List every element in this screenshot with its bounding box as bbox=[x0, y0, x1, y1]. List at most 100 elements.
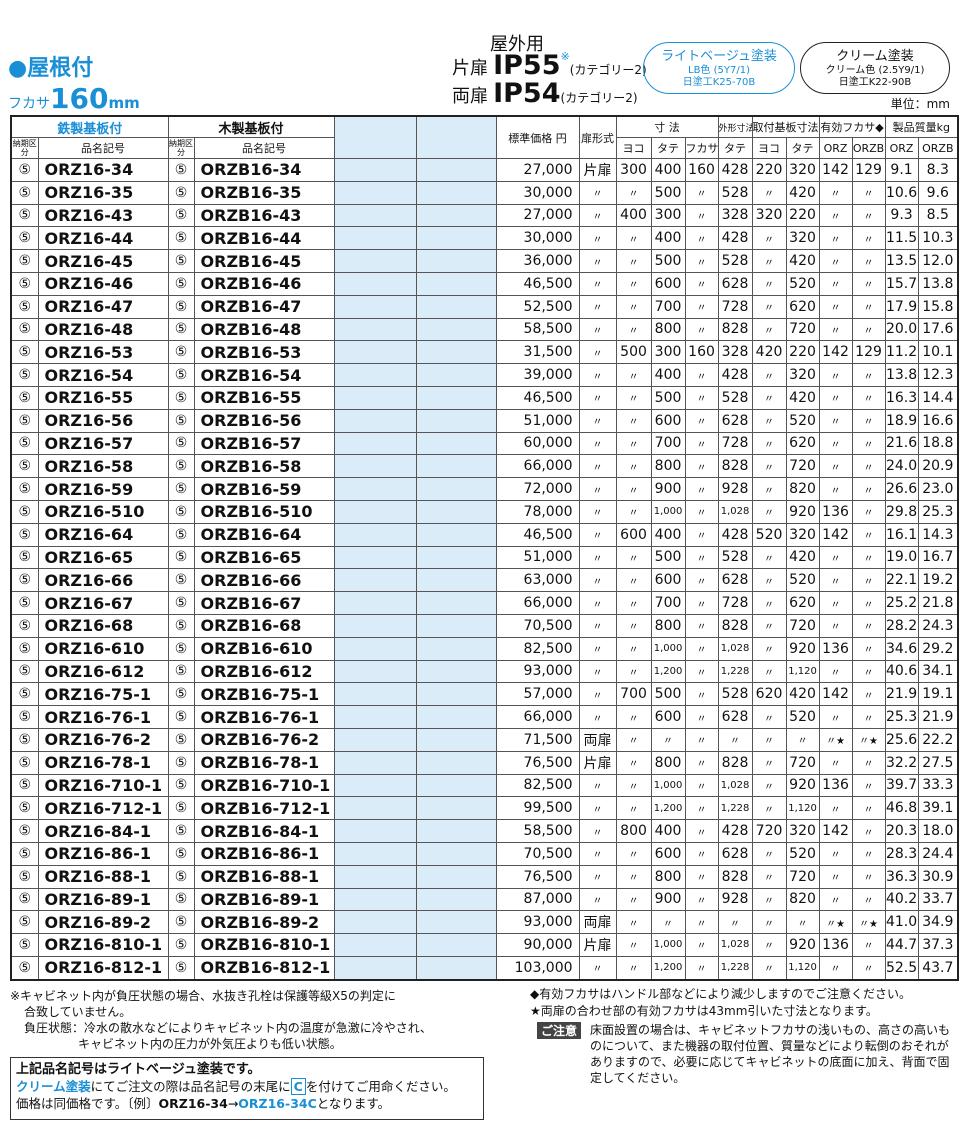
cell: 328 bbox=[717, 340, 753, 365]
table-row: ⑤ ORZ16-47 ⑤ ORZB16-47 52,500 〃〃 700 〃 728 〃 620 〃〃… bbox=[10, 294, 959, 319]
cell: ⑤ bbox=[167, 454, 195, 479]
blank-cell bbox=[333, 591, 417, 615]
blank-cell bbox=[333, 203, 417, 228]
cell: ⑤ bbox=[167, 773, 195, 798]
cell: 1,200 bbox=[650, 955, 686, 981]
cell: 920 bbox=[785, 499, 820, 524]
cell: ORZ16-76-1 bbox=[37, 705, 169, 729]
blank-cell bbox=[415, 431, 497, 456]
header-cell: ORZB bbox=[917, 137, 959, 159]
cell: ⑤ bbox=[10, 317, 39, 342]
cell: 78,000 bbox=[495, 499, 580, 524]
cell: ORZ16-89-2 bbox=[37, 910, 169, 935]
cell: 60,000 bbox=[495, 431, 580, 456]
cell: 13.8 bbox=[884, 363, 919, 387]
cell: 〃 bbox=[851, 249, 886, 273]
table-row: ⑤ ORZ16-76-2 ⑤ ORZB16-76-2 71,500 両扉〃〃〃〃〃〃〃★ 〃… bbox=[10, 727, 959, 752]
header-cell: 製品質量kg bbox=[884, 115, 959, 138]
cell: 〃 bbox=[615, 636, 652, 661]
cell: 600 bbox=[650, 408, 686, 433]
cell: ⑤ bbox=[10, 636, 39, 661]
cell: 片扉 bbox=[578, 933, 617, 957]
table-row: ⑤ ORZ16-78-1 ⑤ ORZB16-78-1 76,500 片扉〃 800 〃 828 〃… bbox=[10, 750, 959, 775]
cell: 99,500 bbox=[495, 796, 580, 821]
cell: 500 bbox=[650, 180, 686, 205]
cell: 728 bbox=[717, 591, 753, 615]
category: (カテゴリー2) bbox=[569, 63, 647, 77]
cell: 500 bbox=[650, 249, 686, 273]
table-row: ⑤ ORZ16-812-1 ⑤ ORZB16-812-1 103,000 〃〃 1,200 〃… bbox=[10, 955, 959, 981]
cell: 76,500 bbox=[495, 750, 580, 775]
cell: ORZB16-58 bbox=[193, 454, 335, 479]
cell: 〃 bbox=[751, 613, 787, 638]
cell: 〃 bbox=[751, 454, 787, 479]
cell: 〃 bbox=[751, 294, 787, 319]
cell: ORZB16-75-1 bbox=[193, 682, 335, 707]
cell: ⑤ bbox=[10, 363, 39, 387]
cell: 〃 bbox=[751, 180, 787, 205]
cell: 17.6 bbox=[917, 317, 959, 342]
cell: 〃 bbox=[578, 363, 617, 387]
header-cell: 扉形式 bbox=[578, 115, 617, 159]
cell: 520 bbox=[785, 568, 820, 593]
blank-cell bbox=[415, 249, 497, 273]
cell: ORZB16-610 bbox=[193, 636, 335, 661]
cell: ⑤ bbox=[167, 363, 195, 387]
cell: 320 bbox=[785, 522, 820, 547]
cell: ORZ16-59 bbox=[37, 477, 169, 501]
cell: 〃 bbox=[578, 682, 617, 707]
cell: 〃 bbox=[684, 910, 719, 935]
ip55-note: ※ bbox=[560, 50, 570, 63]
cell: 〃 bbox=[615, 910, 652, 935]
cell: 820 bbox=[785, 477, 820, 501]
cell: 22.1 bbox=[884, 568, 919, 593]
cell: 103,000 bbox=[495, 955, 580, 981]
cell: 〃 bbox=[851, 271, 886, 296]
cell: ⑤ bbox=[167, 385, 195, 410]
cell: 〃 bbox=[578, 454, 617, 479]
cell: 43.7 bbox=[917, 955, 959, 981]
table-row: ⑤ ORZ16-34 ⑤ ORZB16-34 27,000 片扉 300 400 160 428 2… bbox=[10, 158, 959, 182]
cell: 〃 bbox=[684, 659, 719, 684]
cell: ORZB16-43 bbox=[193, 203, 335, 228]
cell: 22.2 bbox=[917, 727, 959, 752]
blank-cell bbox=[415, 887, 497, 912]
cell: 428 bbox=[717, 158, 753, 182]
cell: 〃 bbox=[615, 271, 652, 296]
cell: 428 bbox=[717, 819, 753, 843]
cell: 66,000 bbox=[495, 705, 580, 729]
cell: 〃 bbox=[785, 727, 820, 752]
cell: 160 bbox=[684, 340, 719, 365]
cell: ⑤ bbox=[10, 249, 39, 273]
cell: 16.7 bbox=[917, 545, 959, 570]
cell: 160 bbox=[684, 158, 719, 182]
cell: ⑤ bbox=[10, 499, 39, 524]
cell: 〃 bbox=[751, 841, 787, 866]
blank-header bbox=[415, 115, 497, 159]
cell: 〃 bbox=[851, 796, 886, 821]
header-cell: 寸 法 bbox=[615, 115, 719, 138]
header-cell: タテ bbox=[785, 137, 820, 159]
single-door: 片扉 bbox=[452, 58, 488, 79]
cell: ORZ16-65 bbox=[37, 545, 169, 570]
cell: 片扉 bbox=[578, 750, 617, 775]
cell: 〃 bbox=[851, 431, 886, 456]
box-line: クリーム塗装にてご注文の際は品名記号の末尾に C を付けてご用命ください。 bbox=[16, 1078, 478, 1095]
category: (カテゴリー2) bbox=[560, 91, 638, 105]
cell: 82,500 bbox=[495, 773, 580, 798]
arrow: → bbox=[227, 1096, 239, 1111]
cell: ORZ16-66 bbox=[37, 568, 169, 593]
blank-cell bbox=[333, 819, 417, 843]
cell: 〃 bbox=[751, 568, 787, 593]
blank-cell bbox=[415, 796, 497, 821]
cell: 〃 bbox=[851, 477, 886, 501]
cell: 828 bbox=[717, 750, 753, 775]
blank-cell bbox=[333, 955, 417, 981]
cell: ORZB16-45 bbox=[193, 249, 335, 273]
cell: ⑤ bbox=[10, 796, 39, 821]
blank-cell bbox=[333, 477, 417, 501]
cell: 900 bbox=[650, 887, 686, 912]
cell: 600 bbox=[650, 841, 686, 866]
cell: 500 bbox=[650, 682, 686, 707]
cell: ⑤ bbox=[10, 294, 39, 319]
